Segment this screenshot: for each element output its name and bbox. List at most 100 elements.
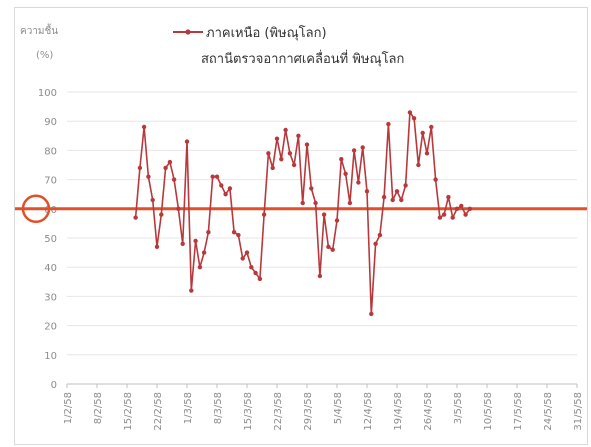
data-point: [420, 130, 425, 136]
y-tick-label: 90: [44, 117, 57, 128]
y-tick-label: 40: [44, 263, 57, 274]
data-point: [150, 197, 155, 203]
data-point: [210, 174, 215, 179]
x-tick-label: 1/2/58: [63, 392, 74, 424]
threshold: [15, 194, 587, 224]
data-point: [180, 241, 185, 246]
series: [133, 110, 473, 317]
data-point: [339, 157, 344, 162]
data-point: [193, 238, 198, 244]
data-point: [219, 183, 224, 188]
data-point: [399, 197, 404, 203]
y-tick-label: 20: [44, 322, 57, 333]
data-point: [356, 180, 361, 185]
data-point: [330, 247, 335, 252]
data-point: [369, 311, 374, 317]
data-point: [347, 200, 353, 206]
x-tick-label: 15/2/58: [123, 392, 134, 431]
data-point: [441, 212, 447, 217]
data-point: [394, 189, 400, 194]
legend-series-name: ภาคเหนือ (พิษณุโลก): [206, 25, 327, 41]
data-point: [236, 232, 241, 238]
data-point: [231, 230, 237, 235]
x-tick-label: 10/5/58: [483, 392, 494, 431]
data-point: [467, 206, 473, 211]
data-point: [257, 276, 263, 282]
data-point: [137, 165, 143, 171]
data-point: [133, 215, 138, 220]
data-point: [446, 194, 451, 200]
data-point: [261, 212, 267, 217]
data-point: [304, 142, 310, 147]
data-point: [154, 244, 160, 249]
y-axis-label: ความชื้น: [20, 23, 58, 37]
data-point: [167, 159, 173, 165]
data-point: [244, 250, 250, 255]
data-point: [163, 165, 168, 171]
data-point: [309, 186, 314, 191]
data-point: [240, 256, 245, 261]
data-point: [437, 215, 443, 220]
data-point: [407, 110, 413, 115]
x-tick-label: 12/4/58: [363, 392, 374, 431]
data-point: [386, 121, 391, 127]
data-point: [159, 212, 164, 217]
data-point: [227, 186, 233, 191]
data-point: [326, 244, 331, 249]
x-tick-label: 19/4/58: [393, 392, 404, 431]
data-point: [223, 192, 228, 197]
data-point: [377, 232, 383, 238]
data-point: [141, 124, 147, 130]
data-point: [403, 183, 408, 188]
threshold-circle: [21, 194, 51, 224]
x-tick-label: 29/3/58: [303, 392, 314, 431]
data-point: [450, 215, 455, 220]
data-point: [296, 133, 301, 138]
data-point: [300, 200, 305, 206]
x-tick-label: 8/3/58: [213, 392, 224, 424]
data-point: [343, 171, 348, 176]
chart-title: สถานีตรวจอากาศเคลื่อนที่ พิษณุโลก: [201, 50, 404, 67]
data-point: [270, 165, 275, 171]
y-tick-label: 10: [44, 351, 57, 362]
x-tick-label: 17/5/58: [513, 392, 524, 431]
humidity-line-chart: 0102030405060708090100 1/2/588/2/5815/2/…: [15, 23, 587, 431]
data-point: [463, 212, 468, 217]
data-point: [201, 250, 207, 255]
x-tick-label: 15/3/58: [243, 392, 254, 431]
data-point: [287, 151, 293, 156]
y-axis: 0102030405060708090100: [38, 88, 57, 391]
chart-text: ความชื้น (%) ภาคเหนือ (พิษณุโลก) สถานีตร…: [20, 23, 404, 67]
x-tick-label: 5/4/58: [333, 392, 344, 424]
y-tick-label: 80: [44, 146, 57, 157]
data-point: [411, 116, 417, 121]
data-point: [351, 148, 357, 153]
data-point: [249, 265, 254, 270]
data-point: [381, 194, 387, 200]
y-axis-unit: (%): [36, 50, 53, 61]
data-point: [189, 288, 194, 293]
data-point: [283, 127, 288, 133]
data-point: [364, 189, 370, 194]
data-point: [416, 162, 421, 168]
data-point: [279, 157, 284, 162]
data-point: [429, 124, 434, 130]
data-point: [373, 241, 378, 246]
x-tick-label: 24/5/58: [543, 392, 554, 431]
data-point: [321, 212, 327, 217]
data-point: [184, 139, 190, 144]
y-tick-label: 70: [44, 176, 57, 187]
chart-frame: 0102030405060708090100 1/2/588/2/5815/2/…: [14, 7, 588, 445]
data-point: [253, 270, 258, 276]
data-point: [454, 206, 460, 211]
data-point: [171, 177, 177, 182]
y-tick-label: 30: [44, 292, 57, 303]
x-tick-label: 31/5/58: [573, 392, 584, 431]
data-point: [317, 273, 323, 279]
legend-swatch-marker: [185, 29, 191, 35]
x-tick-label: 8/2/58: [93, 392, 104, 424]
data-point: [274, 136, 280, 141]
data-point: [214, 174, 220, 179]
data-point: [313, 200, 318, 206]
x-tick-label: 1/3/58: [183, 392, 194, 424]
